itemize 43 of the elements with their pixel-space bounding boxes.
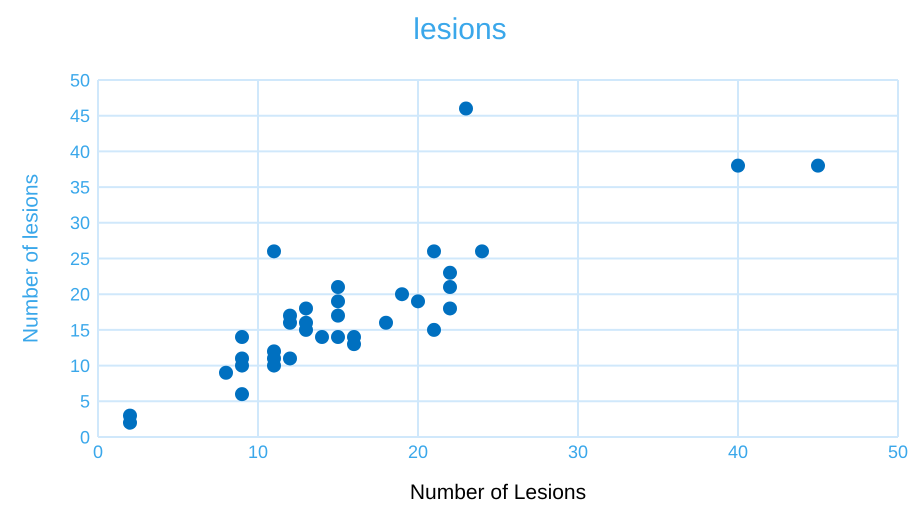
point <box>427 322 441 337</box>
point <box>331 330 345 344</box>
y-tick-label: 45 <box>70 106 90 126</box>
point <box>443 301 457 316</box>
point <box>315 330 329 344</box>
x-tick-label: 20 <box>408 442 428 462</box>
point <box>235 387 249 402</box>
point <box>395 287 409 302</box>
y-tick-label: 30 <box>70 213 90 234</box>
y-tick-label: 25 <box>70 248 90 269</box>
y-axis-title: Number of lesions <box>19 174 42 344</box>
point <box>331 294 345 308</box>
x-tick-label: 40 <box>728 442 748 462</box>
point <box>427 244 441 258</box>
point <box>283 351 297 366</box>
y-tick-label: 50 <box>70 70 90 90</box>
point <box>411 294 425 308</box>
x-axis-title: Number of Lesions <box>410 481 586 504</box>
x-tick-label: 10 <box>248 442 268 462</box>
point <box>379 316 393 330</box>
y-tick-label: 20 <box>70 284 90 305</box>
x-tick-label: 50 <box>888 442 908 462</box>
y-tick-label: 15 <box>70 320 90 340</box>
point <box>731 158 745 173</box>
x-tick-label: 30 <box>568 442 588 462</box>
y-tick-label: 0 <box>80 427 90 448</box>
point <box>443 266 457 280</box>
point <box>267 244 281 258</box>
x-tick-label: 0 <box>92 442 104 462</box>
y-tick-label: 40 <box>70 142 90 162</box>
chart-title: lesions <box>412 12 508 48</box>
point <box>219 366 233 380</box>
point <box>443 280 457 294</box>
y-tick-label: 5 <box>80 392 90 412</box>
point <box>331 308 345 323</box>
y-tick-label: 10 <box>70 356 90 376</box>
point <box>459 102 473 116</box>
point <box>235 330 249 344</box>
point <box>811 158 825 173</box>
y-tick-label: 35 <box>70 177 90 198</box>
point <box>475 244 489 258</box>
point <box>299 301 313 316</box>
point <box>331 280 345 294</box>
